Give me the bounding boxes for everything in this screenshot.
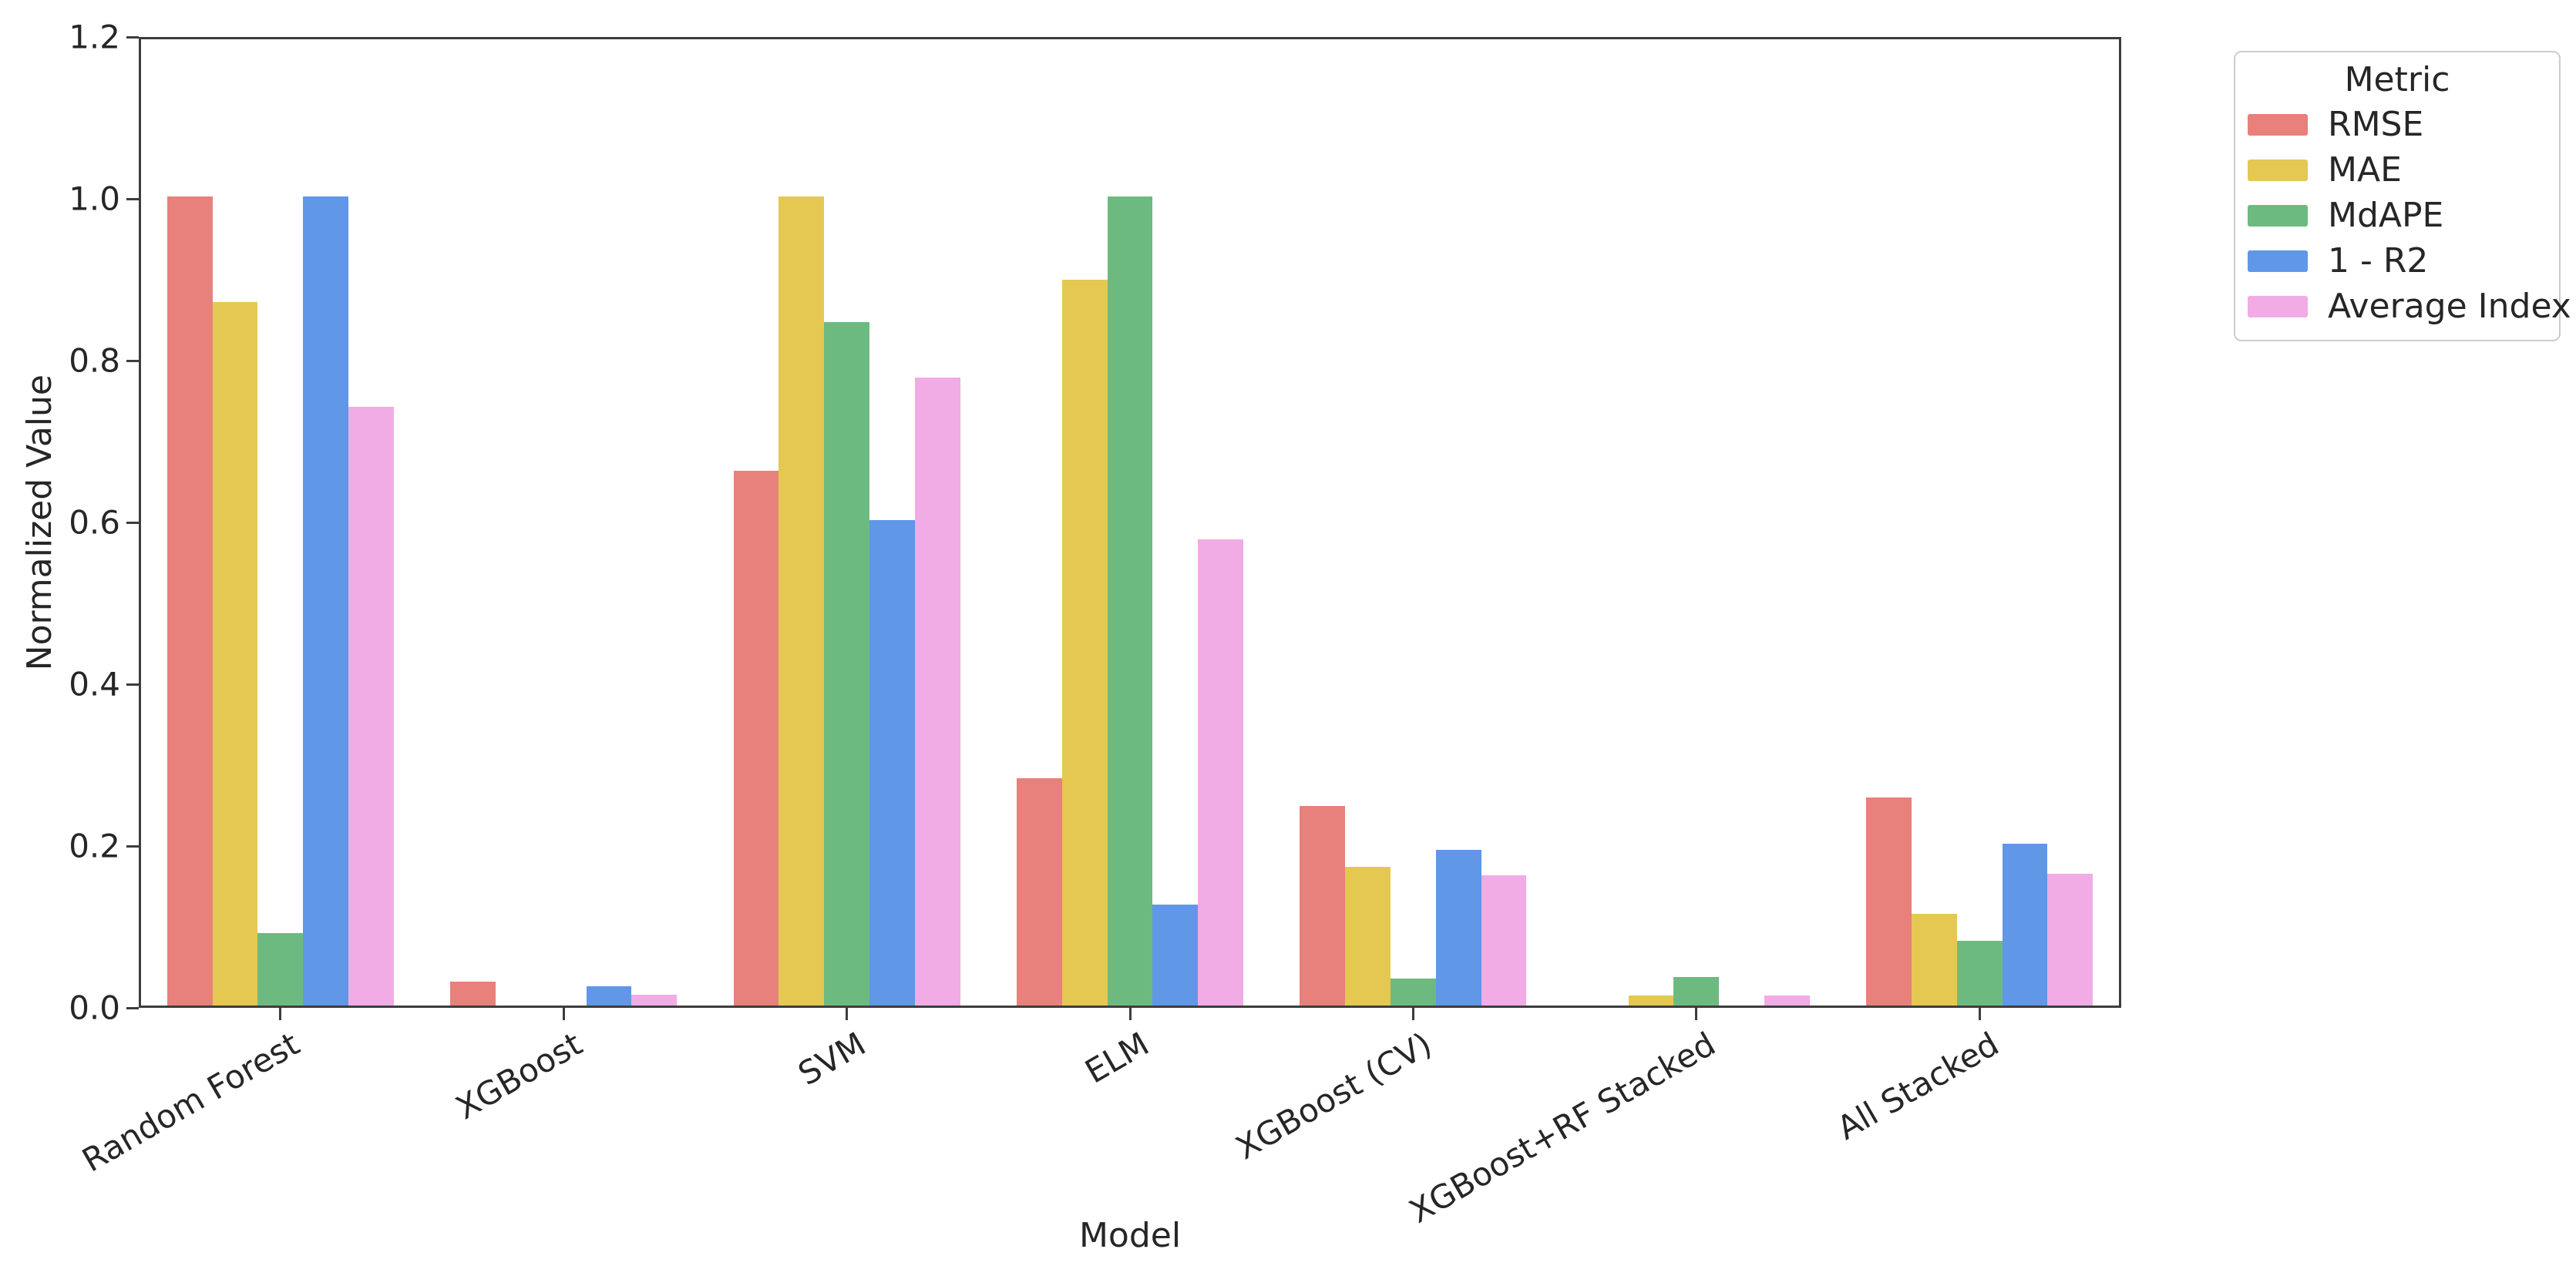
legend-item-mae: MAE xyxy=(2235,147,2559,193)
y-tick-mark-0.4 xyxy=(126,683,139,686)
bar-average-index-all-stacked xyxy=(2047,873,2093,1006)
bar-average-index-xgboost xyxy=(631,995,678,1006)
y-tick-mark-0.0 xyxy=(126,1006,139,1009)
bar-mdape-xgboost-cv xyxy=(1391,979,1436,1006)
x-tick-label-all-stacked: All Stacked xyxy=(1830,1025,2005,1147)
bar-average-index-xgboost-cv xyxy=(1481,875,1527,1006)
bar-mdape-xgboost-rf-stacked xyxy=(1673,977,1720,1006)
legend-title: Metric xyxy=(2344,60,2450,99)
bar-1-r2-xgboost xyxy=(586,985,632,1006)
y-tick-mark-0.2 xyxy=(126,844,139,848)
x-tick-mark-xgboost xyxy=(562,1008,565,1020)
legend-item-1-r2: 1 - R2 xyxy=(2235,238,2559,284)
legend: Metric RMSE MAE MdAPE 1 - R2 Average Index xyxy=(2234,51,2571,341)
y-tick-label-1.2: 1.2 xyxy=(69,18,120,56)
bar-1-r2-svm xyxy=(869,520,915,1006)
legend-item-average-index: Average Index xyxy=(2235,284,2571,329)
x-tick-mark-xgboost-cv xyxy=(1411,1008,1414,1020)
bar-mae-svm xyxy=(779,196,825,1006)
bar-rmse-svm xyxy=(733,470,779,1006)
bar-rmse-xgboost xyxy=(450,981,496,1006)
bar-rmse-elm xyxy=(1017,777,1062,1006)
bar-rmse-all-stacked xyxy=(1866,797,1912,1006)
x-tick-mark-svm xyxy=(846,1008,849,1020)
legend-label-mae: MAE xyxy=(2328,150,2402,190)
x-tick-mark-elm xyxy=(1128,1008,1132,1020)
x-tick-mark-xgboost-rf-stacked xyxy=(1695,1008,1698,1020)
x-tick-label-svm: SVM xyxy=(792,1025,873,1093)
bar-rmse-random-forest xyxy=(166,196,213,1006)
x-tick-mark-all-stacked xyxy=(1978,1008,1981,1020)
legend-item-rmse: RMSE xyxy=(2235,102,2559,147)
x-tick-label-elm: ELM xyxy=(1078,1025,1155,1091)
x-tick-mark-random-forest xyxy=(279,1008,282,1020)
x-tick-label-xgboost-cv: XGBoost (CV) xyxy=(1229,1025,1438,1167)
bar-average-index-xgboost-rf-stacked xyxy=(1764,996,1810,1006)
legend-swatch-rmse xyxy=(2248,113,2308,136)
y-tick-label-0.4: 0.4 xyxy=(69,665,120,703)
y-tick-label-0.8: 0.8 xyxy=(69,341,120,380)
bar-1-r2-elm xyxy=(1152,904,1199,1006)
bar-average-index-elm xyxy=(1198,539,1243,1006)
x-axis-label: Model xyxy=(1078,1216,1182,1255)
x-tick-label-xgboost-rf-stacked: XGBoost+RF Stacked xyxy=(1402,1025,1722,1231)
bar-1-r2-all-stacked xyxy=(2002,844,2048,1006)
y-tick-mark-0.8 xyxy=(126,359,139,362)
bar-mdape-random-forest xyxy=(257,932,304,1006)
bar-mdape-all-stacked xyxy=(1956,941,2003,1006)
legend-label-1-r2: 1 - R2 xyxy=(2328,241,2429,280)
legend-swatch-mdape xyxy=(2248,204,2308,227)
y-tick-label-1.0: 1.0 xyxy=(69,180,120,218)
bar-1-r2-random-forest xyxy=(303,196,348,1006)
legend-label-rmse: RMSE xyxy=(2328,105,2424,144)
legend-swatch-average-index xyxy=(2248,295,2308,317)
y-tick-label-0.0: 0.0 xyxy=(69,989,120,1027)
y-tick-mark-0.6 xyxy=(126,521,139,524)
bar-average-index-random-forest xyxy=(348,407,394,1006)
x-tick-label-xgboost: XGBoost xyxy=(449,1025,589,1127)
bar-mae-xgboost-rf-stacked xyxy=(1628,996,1674,1006)
y-axis-label-wrap: Normalized Value xyxy=(20,37,59,1008)
legend-label-mdape: MdAPE xyxy=(2328,196,2444,235)
y-tick-label-0.6: 0.6 xyxy=(69,503,120,542)
bar-1-r2-xgboost-cv xyxy=(1435,850,1481,1006)
legend-swatch-mae xyxy=(2248,159,2308,181)
legend-item-mdape: MdAPE xyxy=(2235,193,2559,238)
y-tick-label-0.2: 0.2 xyxy=(69,827,120,865)
plot-area xyxy=(139,37,2121,1008)
bar-mdape-svm xyxy=(824,321,869,1006)
y-axis-label: Normalized Value xyxy=(20,374,59,671)
y-tick-mark-1.2 xyxy=(126,35,139,39)
legend-swatch-1-r2 xyxy=(2248,250,2308,272)
bar-mae-xgboost-cv xyxy=(1345,867,1391,1006)
legend-items: RMSE MAE MdAPE 1 - R2 Average Index xyxy=(2235,102,2571,329)
bar-mae-all-stacked xyxy=(1912,914,1957,1006)
bar-average-index-svm xyxy=(914,378,960,1006)
x-tick-label-random-forest: Random Forest xyxy=(75,1025,306,1180)
y-tick-mark-1.0 xyxy=(126,197,139,200)
bar-mae-elm xyxy=(1061,280,1108,1006)
bar-rmse-xgboost-cv xyxy=(1300,805,1346,1006)
bar-mdape-elm xyxy=(1107,196,1153,1006)
legend-label-average-index: Average Index xyxy=(2328,287,2571,326)
bar-mae-random-forest xyxy=(212,301,258,1006)
